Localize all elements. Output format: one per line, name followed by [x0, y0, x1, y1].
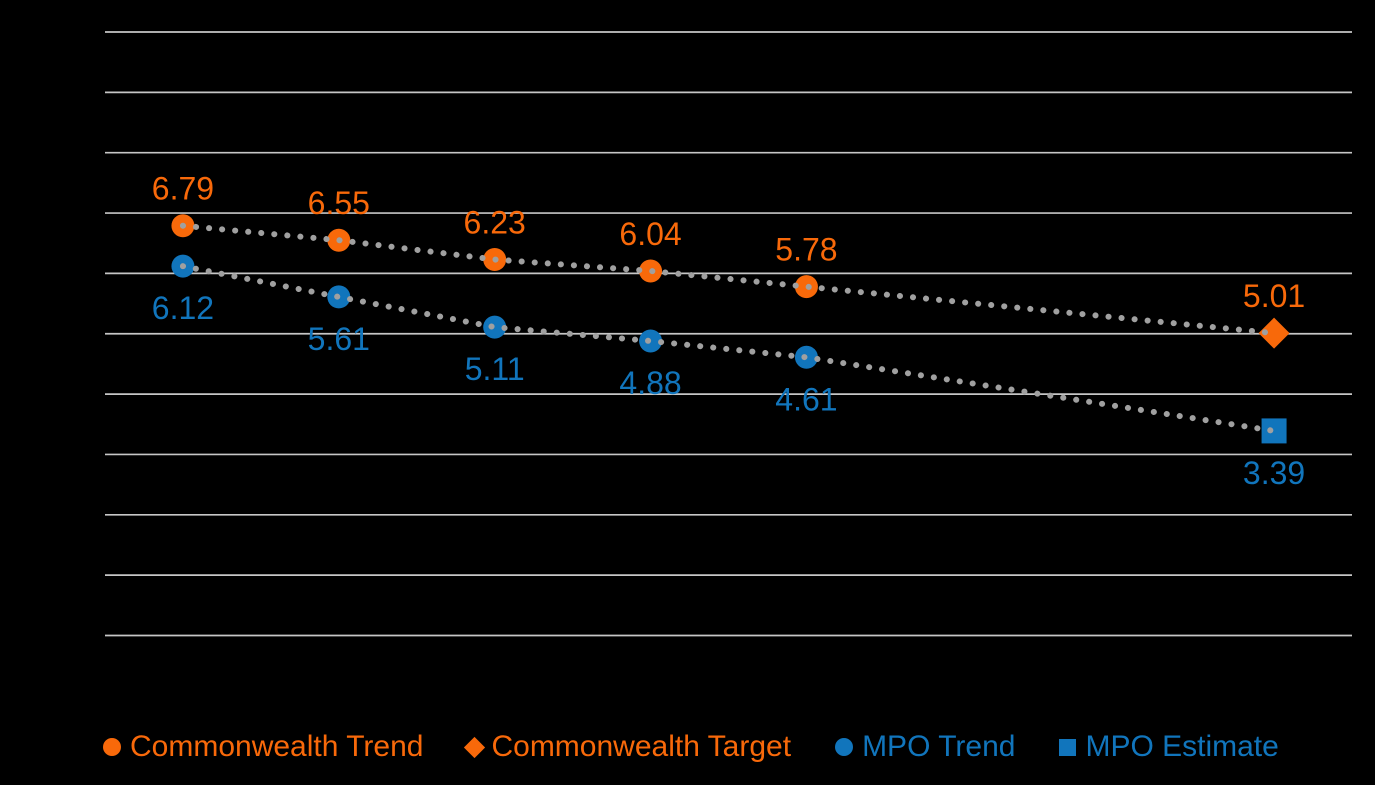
- legend-label: MPO Estimate: [1085, 730, 1279, 763]
- commonwealth-target-diamond-icon: [464, 736, 486, 758]
- legend-label: MPO Trend: [862, 730, 1016, 763]
- legend-item-commonwealth-target: Commonwealth Target: [464, 730, 792, 763]
- legend: Commonwealth Trend Commonwealth Target M…: [0, 721, 1375, 773]
- legend-label: Commonwealth Target: [491, 730, 792, 763]
- mpo-trend-circle-icon: [835, 738, 854, 756]
- legend-item-mpo-estimate: MPO Estimate: [1059, 730, 1279, 763]
- data-point-label-mpo_trend: 6.12: [152, 290, 214, 326]
- data-point-label-commonwealth_target: 5.01: [1243, 278, 1305, 314]
- data-point-label-commonwealth_trend: 5.78: [775, 232, 837, 268]
- data-point-label-mpo_estimate: 3.39: [1243, 455, 1305, 491]
- data-point-label-mpo_trend: 4.61: [775, 381, 837, 417]
- data-point-label-commonwealth_trend: 6.04: [619, 216, 681, 252]
- mpo-estimate-square-icon: [1059, 738, 1077, 756]
- legend-item-mpo-trend: MPO Trend: [835, 732, 1015, 762]
- data-point-marker-commonwealth_target: [1258, 317, 1290, 349]
- legend-label: Commonwealth Trend: [130, 730, 424, 763]
- data-point-marker-mpo_estimate: [1261, 418, 1287, 444]
- data-point-marker-mpo_trend: [483, 315, 507, 339]
- data-point-label-mpo_trend: 5.61: [308, 321, 370, 357]
- data-point-label-commonwealth_trend: 6.55: [308, 185, 370, 221]
- scatter-plot: 6.79 6.55 6.23 6.04 5.78 5.01 6.12 5.61 5.11 4.88…: [105, 31, 1352, 637]
- trend-dotted-line: [179, 263, 1278, 434]
- trend-dotted-line: [179, 222, 1278, 337]
- legend-item-commonwealth-trend: Commonwealth Trend: [103, 732, 423, 762]
- data-point-label-mpo_trend: 5.11: [465, 351, 525, 387]
- data-point-label-commonwealth_trend: 6.79: [152, 171, 214, 207]
- data-point-label-mpo_trend: 4.88: [619, 365, 681, 401]
- data-point-label-commonwealth_trend: 6.23: [464, 205, 526, 241]
- commonwealth-trend-circle-icon: [103, 738, 121, 756]
